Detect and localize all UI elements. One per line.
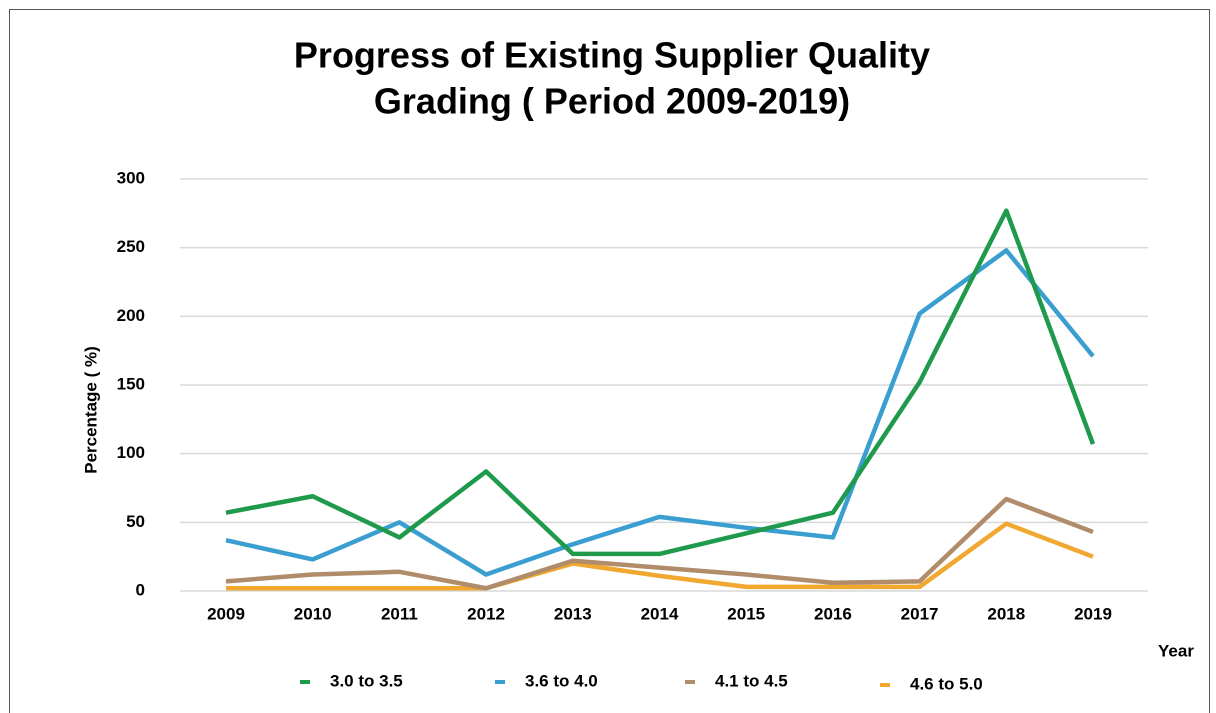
y-tick-label: 0 [136,580,145,599]
series-line [226,521,1094,591]
y-tick-label: 200 [117,306,145,325]
x-tick-label: 2014 [641,604,679,623]
legend-label: 3.6 to 4.0 [525,671,598,690]
x-axis-label: Year [1158,641,1194,660]
y-tick-label: 50 [126,512,145,531]
series-line [225,248,1095,577]
y-tick-label: 150 [117,374,145,393]
x-tick-label: 2011 [381,604,418,623]
x-tick-label: 2015 [727,604,765,623]
chart-title: Progress of Existing Supplier Quality [294,35,930,76]
y-tick-label: 250 [117,237,145,256]
x-tick-label: 2012 [467,604,505,623]
x-tick-label: 2016 [814,604,852,623]
series-line [225,496,1094,591]
frame [9,9,1210,713]
x-tick-label: 2017 [901,604,939,623]
y-axis-label: Percentage ( %) [81,346,100,474]
legend-label: 4.1 to 4.5 [715,671,788,690]
series-line [225,208,1096,557]
x-tick-label: 2019 [1074,604,1112,623]
x-tick-label: 2018 [987,604,1025,623]
legend-label: 4.6 to 5.0 [910,674,983,693]
x-tick-label: 2013 [554,604,592,623]
y-tick-label: 300 [117,168,145,187]
chart-title: Grading ( Period 2009-2019) [374,81,850,122]
legend-label: 3.0 to 3.5 [330,671,403,690]
x-tick-label: 2010 [294,604,332,623]
x-tick-label: 2009 [207,604,245,623]
y-tick-label: 100 [117,443,145,462]
